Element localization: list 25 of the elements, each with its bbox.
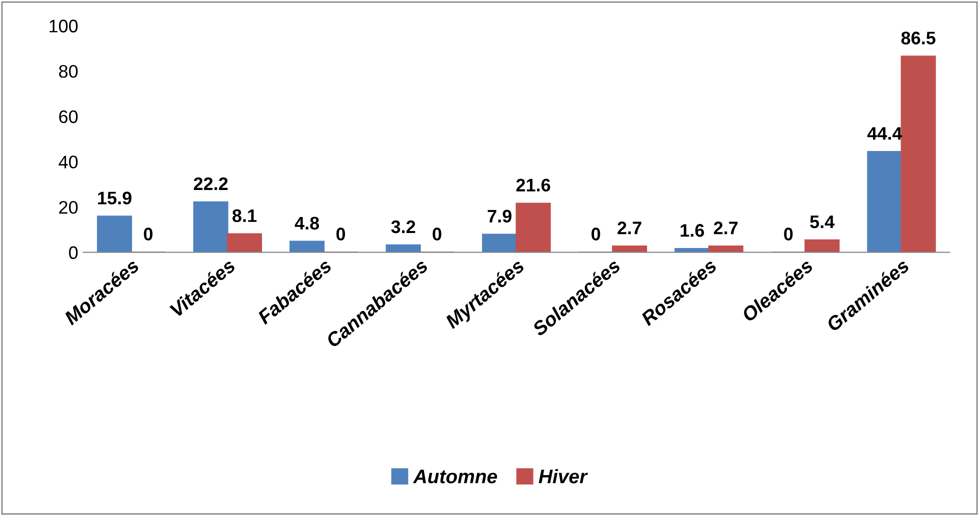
data-label: 0 xyxy=(336,228,346,240)
legend-label: Automne xyxy=(412,470,498,484)
data-label: 7.9 xyxy=(488,210,512,223)
data-label: 2.7 xyxy=(714,222,738,234)
data-label: 5.4 xyxy=(810,216,835,228)
data-label: 1.6 xyxy=(680,224,704,237)
y-tick-label: 40 xyxy=(58,156,78,168)
y-tick-label: 0 xyxy=(69,246,78,260)
y-tick-label: 80 xyxy=(59,65,78,78)
y-tick-label: 20 xyxy=(59,200,78,214)
data-label: 0 xyxy=(144,228,152,240)
data-label: 8.1 xyxy=(232,209,257,222)
data-label: 15.9 xyxy=(98,192,132,204)
data-label: 0 xyxy=(784,228,793,240)
y-tick-label: 60 xyxy=(59,110,78,124)
data-label: 4.8 xyxy=(294,216,320,230)
data-label: 2.7 xyxy=(618,222,642,234)
data-label: 0 xyxy=(432,228,442,240)
data-label: 21.6 xyxy=(516,178,550,192)
y-tick-label: 100 xyxy=(50,20,78,32)
data-label: 0 xyxy=(592,228,600,240)
data-label: 3.2 xyxy=(391,220,416,234)
data-label: 22.2 xyxy=(194,177,228,190)
data-label: 86.5 xyxy=(901,32,936,44)
legend-label: Hiver xyxy=(538,469,588,484)
